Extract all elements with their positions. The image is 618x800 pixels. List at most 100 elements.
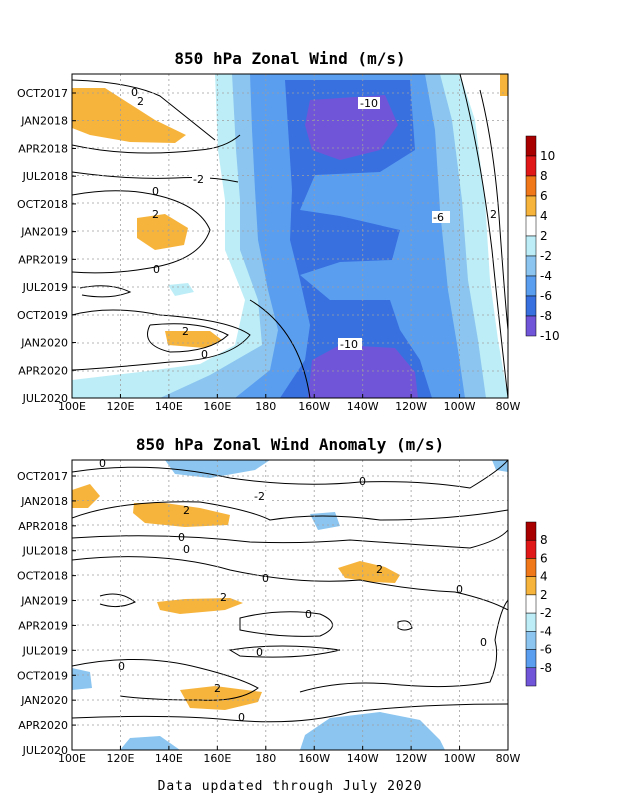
y-tick-label: APR2020 bbox=[18, 364, 68, 377]
p1-clabel-9: 2 bbox=[182, 325, 189, 338]
p2-clabel-5: 0 bbox=[183, 543, 190, 556]
x-tick-label: 180 bbox=[255, 752, 276, 765]
panel1-title: 850 hPa Zonal Wind (m/s) bbox=[174, 49, 405, 68]
footer-note: Data updated through July 2020 bbox=[158, 779, 423, 794]
colorbar-label: -2 bbox=[540, 606, 552, 620]
y-tick-label: JAN2019 bbox=[20, 595, 68, 608]
colorbar-swatch bbox=[525, 539, 537, 559]
x-tick-label: 100E bbox=[58, 752, 86, 765]
p2-pos-patch-2 bbox=[133, 503, 230, 527]
p2-clabel-7: 0 bbox=[262, 572, 269, 585]
x-tick-label: 120W bbox=[395, 752, 427, 765]
p2-grid bbox=[72, 460, 508, 750]
y-tick-label: JAN2020 bbox=[20, 337, 68, 350]
colorbar-label: 4 bbox=[540, 209, 548, 223]
y-tick-label: APR2018 bbox=[18, 142, 68, 155]
p1-contours bbox=[72, 74, 508, 398]
colorbar-swatch bbox=[525, 521, 537, 541]
colorbar-swatch bbox=[525, 235, 537, 257]
colorbar-swatch bbox=[525, 612, 537, 632]
x-tick-label: 140E bbox=[155, 752, 183, 765]
p1-grid bbox=[72, 74, 508, 398]
p1-neg10-band-a bbox=[305, 95, 398, 160]
y-tick-label: JAN2018 bbox=[20, 495, 68, 508]
colorbar-label: -4 bbox=[540, 269, 552, 283]
colorbar-label: -8 bbox=[540, 661, 552, 675]
p2-neg-patch-6 bbox=[492, 460, 508, 472]
y-tick-label: OCT2019 bbox=[17, 309, 68, 322]
y-tick-label: JUL2019 bbox=[22, 644, 68, 657]
p2-neg-patch-3 bbox=[72, 668, 92, 690]
y-tick-label: JUL2019 bbox=[22, 281, 68, 294]
p1-contour-labels: 0 2 -10 -2 0 2 -6 2 0 2 0 -10 bbox=[131, 86, 497, 361]
colorbar-label: 8 bbox=[540, 533, 548, 547]
x-tick-label: 120E bbox=[106, 752, 134, 765]
x-tick-label: 160E bbox=[203, 400, 231, 413]
p2-pos-patch-5 bbox=[180, 686, 262, 710]
p1-clabel-6: -6 bbox=[433, 211, 444, 224]
y-tick-label: OCT2018 bbox=[17, 570, 68, 583]
p1-neg8-band bbox=[280, 80, 432, 398]
p1-clabel-8: 0 bbox=[153, 263, 160, 276]
p1-pos-patch-2 bbox=[137, 214, 188, 250]
p2-clabel-9: 0 bbox=[456, 583, 463, 596]
x-tick-label: 180 bbox=[255, 400, 276, 413]
p1-clabel-4: 0 bbox=[152, 185, 159, 198]
panel1-y-ticks: OCT2017 JAN2018 APR2018 JUL2018 OCT2018 JAN20… bbox=[17, 87, 76, 405]
p2-pos-patch-1 bbox=[72, 484, 100, 508]
p2-pos-patch-3 bbox=[338, 561, 400, 583]
y-tick-label: JUL2020 bbox=[22, 392, 68, 405]
panel1-x-ticks: 100E 120E 140E 160E 180 160W 140W 120W 100W 80W bbox=[58, 394, 521, 413]
colorbar-label: -6 bbox=[540, 289, 552, 303]
panel2-frame bbox=[71, 459, 509, 751]
p2-clabel-1: 2 bbox=[183, 504, 190, 517]
p1-pos-patch-4 bbox=[500, 74, 508, 96]
x-tick-label: 120W bbox=[395, 400, 427, 413]
y-tick-label: JUL2020 bbox=[22, 744, 68, 757]
p2-neg-patch-5 bbox=[300, 712, 445, 750]
panel2-title: 850 hPa Zonal Wind Anomaly (m/s) bbox=[136, 435, 444, 454]
colorbar-swatch bbox=[525, 155, 537, 177]
colorbar-label: -4 bbox=[540, 624, 552, 638]
x-tick-label: 120E bbox=[106, 400, 134, 413]
colorbar-swatch bbox=[525, 275, 537, 297]
y-tick-label: APR2020 bbox=[18, 719, 68, 732]
p1-clabel-7: 2 bbox=[490, 208, 497, 221]
p1-clabel-10: 0 bbox=[201, 348, 208, 361]
panel2-colorbar: 8 6 4 2 -2 -4 -6 -8 bbox=[525, 521, 552, 687]
p2-pos-patch-4 bbox=[157, 598, 243, 614]
x-tick-label: 160E bbox=[203, 752, 231, 765]
colorbar-swatch bbox=[525, 558, 537, 577]
y-tick-label: OCT2017 bbox=[17, 87, 68, 100]
p1-clabel-3: -2 bbox=[193, 173, 204, 186]
p2-contours bbox=[72, 460, 508, 723]
y-tick-label: JUL2018 bbox=[22, 545, 68, 558]
colorbar-label: -8 bbox=[540, 309, 552, 323]
colorbar-label: 4 bbox=[540, 570, 548, 584]
panel2-y-ticks: OCT2017 JAN2018 APR2018 JUL2018 OCT2018 JAN20… bbox=[17, 470, 76, 757]
p2-clabel-0: 0 bbox=[99, 457, 106, 470]
p1-clabel-0: 0 bbox=[131, 86, 138, 99]
colorbar-swatch bbox=[525, 315, 537, 337]
p1-neg-patch-small bbox=[168, 283, 194, 296]
p2-clabel-3: 0 bbox=[359, 475, 366, 488]
p2-clabel-6: 2 bbox=[376, 563, 383, 576]
y-tick-label: APR2018 bbox=[18, 520, 68, 533]
colorbar-label: 6 bbox=[540, 189, 548, 203]
colorbar-label: 6 bbox=[540, 551, 548, 565]
colorbar-swatch bbox=[525, 576, 537, 596]
y-tick-label: JAN2020 bbox=[20, 694, 68, 707]
panel2-x-ticks: 100E 120E 140E 160E 180 160W 140W 120W 100W 80W bbox=[58, 746, 521, 765]
colorbar-label: 8 bbox=[540, 169, 548, 183]
p2-clabel-12: 0 bbox=[480, 636, 487, 649]
panel1-field bbox=[72, 74, 508, 398]
colorbar-label: -2 bbox=[540, 249, 552, 263]
p1-clabel-2: -10 bbox=[360, 97, 378, 110]
p1-pos-patch-1 bbox=[72, 88, 186, 143]
colorbar-swatch bbox=[525, 594, 537, 614]
x-tick-label: 160W bbox=[298, 752, 330, 765]
y-tick-label: JUL2018 bbox=[22, 170, 68, 183]
colorbar-swatch bbox=[525, 135, 537, 157]
x-tick-label: 100W bbox=[444, 400, 476, 413]
x-tick-label: 80W bbox=[496, 400, 521, 413]
